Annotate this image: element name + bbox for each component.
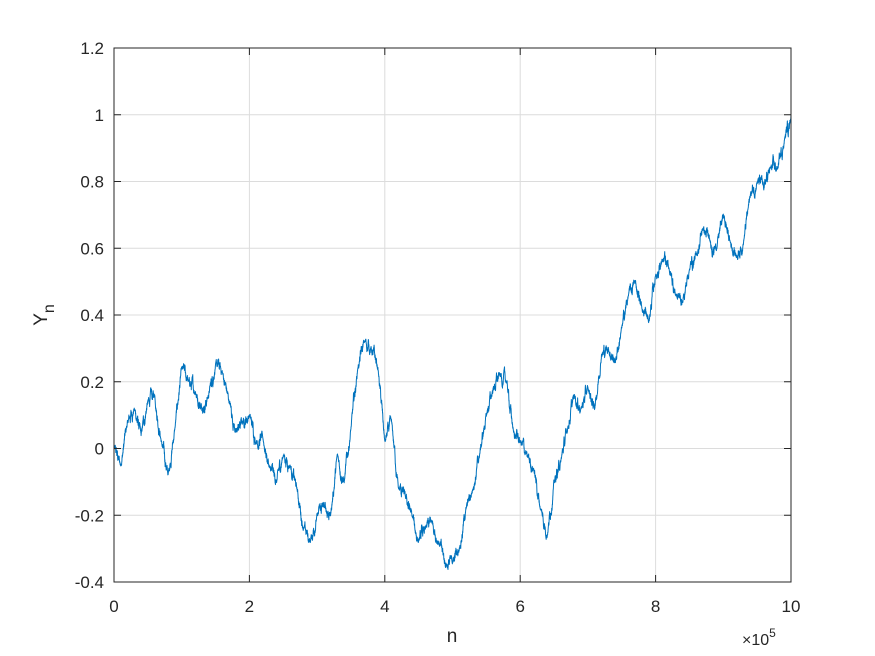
- x-tick-label: 6: [515, 597, 524, 616]
- y-tick-label: -0.4: [75, 573, 104, 592]
- axis-ticks: [113, 47, 792, 583]
- y-tick-label: 0.2: [80, 373, 104, 392]
- y-tick-label: -0.2: [75, 506, 104, 525]
- y-axis-label-main: Y: [31, 313, 52, 326]
- x-axis-exponent-power: 5: [769, 626, 776, 640]
- y-tick-label: 1.2: [80, 39, 104, 58]
- x-axis-exponent: ×105: [742, 626, 776, 649]
- y-tick-label: 0.6: [80, 239, 104, 258]
- x-tick-labels: 0 2 4 6 8 10: [109, 597, 800, 616]
- x-tick-label: 4: [380, 597, 389, 616]
- y-axis-label: Yn: [31, 304, 58, 326]
- x-axis-exponent-base: ×10: [742, 632, 769, 649]
- series-line: [113, 114, 792, 570]
- x-axis-label: n: [447, 626, 458, 647]
- y-axis-label-subscript: n: [41, 304, 58, 313]
- x-tick-label: 10: [782, 597, 801, 616]
- y-tick-label: 1: [95, 106, 104, 125]
- x-tick-label: 0: [109, 597, 118, 616]
- y-tick-labels: -0.4 -0.2 0 0.2 0.4 0.6 0.8 1 1.2: [75, 39, 104, 592]
- x-tick-label: 2: [245, 597, 254, 616]
- data-series: [113, 114, 792, 570]
- y-tick-label: 0: [95, 440, 104, 459]
- y-tick-label: 0.4: [80, 306, 104, 325]
- x-tick-label: 8: [651, 597, 660, 616]
- y-tick-label: 0.8: [80, 173, 104, 192]
